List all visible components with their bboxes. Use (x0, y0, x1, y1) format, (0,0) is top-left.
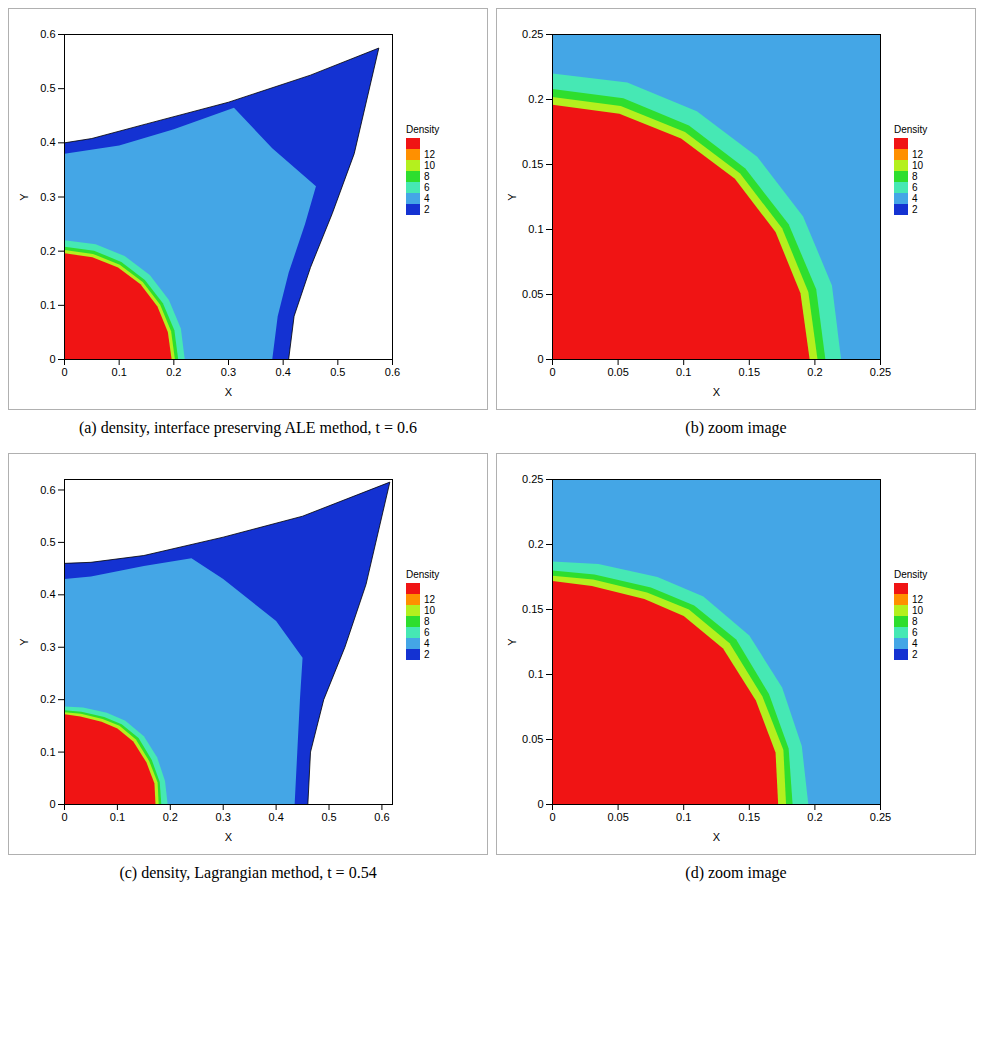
html-text:6: 6 (424, 182, 430, 193)
svg-text:0.2: 0.2 (528, 538, 543, 550)
svg-text:0: 0 (49, 353, 55, 365)
html-text:8: 8 (424, 171, 430, 182)
svg-text:0.2: 0.2 (807, 366, 822, 378)
html-text:2: 2 (424, 648, 430, 660)
html-text:10: 10 (424, 160, 436, 171)
html-text:6: 6 (912, 626, 918, 638)
svg-text:0.6: 0.6 (385, 366, 400, 378)
svg-text:0: 0 (537, 353, 543, 365)
svg-text:0.4: 0.4 (40, 136, 55, 148)
svg-text:0.6: 0.6 (40, 28, 55, 40)
html-text:12: 12 (912, 149, 924, 160)
html-text:6: 6 (912, 182, 918, 193)
html-text:4: 4 (424, 637, 430, 649)
svg-text:0.15: 0.15 (522, 603, 543, 615)
html-text:(b) zoom image: (b) zoom image (685, 419, 787, 436)
svg-text:0.3: 0.3 (216, 811, 231, 823)
svg-text:0.05: 0.05 (522, 288, 543, 300)
svg-text:0.25: 0.25 (522, 473, 543, 485)
svg-text:Y: Y (506, 637, 518, 645)
svg-text:0.1: 0.1 (110, 811, 125, 823)
html-text:8: 8 (912, 615, 918, 627)
svg-text:0.1: 0.1 (676, 366, 691, 378)
svg-text:0.2: 0.2 (807, 811, 822, 823)
svg-text:0.25: 0.25 (870, 366, 891, 378)
svg-text:0.5: 0.5 (321, 811, 336, 823)
svg-text:0.05: 0.05 (607, 811, 628, 823)
svg-text:0.05: 0.05 (522, 733, 543, 745)
html-text:2: 2 (424, 204, 430, 215)
svg-text:0.3: 0.3 (40, 641, 55, 653)
svg-text:0: 0 (549, 366, 555, 378)
svg-text:0.5: 0.5 (40, 82, 55, 94)
svg-text:0.2: 0.2 (163, 811, 178, 823)
svg-text:0: 0 (61, 811, 67, 823)
svg-text:0: 0 (49, 798, 55, 810)
svg-text:0.1: 0.1 (40, 299, 55, 311)
html-text:Density: Density (894, 568, 928, 580)
html-text:12: 12 (424, 593, 436, 605)
html-text:2: 2 (912, 648, 918, 660)
html-text:6: 6 (424, 626, 430, 638)
html-text:12: 12 (424, 149, 436, 160)
svg-text:Y: Y (18, 193, 30, 201)
svg-text:X: X (713, 830, 721, 842)
svg-text:Y: Y (18, 637, 30, 645)
html-text:(d) zoom image: (d) zoom image (685, 863, 787, 881)
html-text:(c) density, Lagrangian method: (c) density, Lagrangian method, t = 0.54 (119, 863, 377, 881)
svg-text:0.25: 0.25 (522, 28, 543, 40)
html-text:8: 8 (912, 171, 918, 182)
svg-text:0.15: 0.15 (522, 158, 543, 170)
svg-text:0.6: 0.6 (40, 483, 55, 495)
html-text:12: 12 (912, 593, 924, 605)
svg-text:0.5: 0.5 (40, 536, 55, 548)
html-text:10: 10 (424, 604, 436, 616)
html-text:8: 8 (424, 615, 430, 627)
svg-text:0.4: 0.4 (276, 366, 291, 378)
svg-text:0.3: 0.3 (40, 191, 55, 203)
svg-text:X: X (225, 830, 233, 842)
svg-text:0: 0 (549, 811, 555, 823)
svg-text:0.5: 0.5 (330, 366, 345, 378)
svg-text:0.2: 0.2 (166, 366, 181, 378)
svg-text:0.1: 0.1 (112, 366, 127, 378)
svg-text:0.15: 0.15 (739, 811, 760, 823)
html-text:4: 4 (912, 193, 918, 204)
html-text:4: 4 (912, 637, 918, 649)
svg-text:X: X (713, 386, 721, 398)
svg-text:0.1: 0.1 (528, 223, 543, 235)
svg-text:0.6: 0.6 (374, 811, 389, 823)
svg-text:0.2: 0.2 (528, 93, 543, 105)
svg-text:0.1: 0.1 (676, 811, 691, 823)
html-text:Density: Density (894, 124, 928, 135)
svg-text:Y: Y (506, 193, 518, 201)
svg-text:0: 0 (61, 366, 67, 378)
svg-text:X: X (225, 386, 233, 398)
svg-text:0.2: 0.2 (40, 693, 55, 705)
html-text:Density: Density (406, 124, 440, 135)
svg-text:0.05: 0.05 (607, 366, 628, 378)
svg-text:0.25: 0.25 (870, 811, 891, 823)
svg-text:0.1: 0.1 (528, 668, 543, 680)
svg-text:0.15: 0.15 (739, 366, 760, 378)
html-text:(a) density, interface preserv: (a) density, interface preserving ALE me… (78, 419, 417, 436)
html-text:2: 2 (912, 204, 918, 215)
html-text:10: 10 (912, 604, 924, 616)
svg-text:0.3: 0.3 (221, 366, 236, 378)
html-text:Density: Density (406, 568, 440, 580)
svg-text:0.4: 0.4 (268, 811, 283, 823)
html-text:10: 10 (912, 160, 924, 171)
svg-text:0.4: 0.4 (40, 588, 55, 600)
svg-text:0.2: 0.2 (40, 245, 55, 257)
svg-text:0.1: 0.1 (40, 745, 55, 757)
html-text:4: 4 (424, 193, 430, 204)
svg-text:0: 0 (537, 798, 543, 810)
